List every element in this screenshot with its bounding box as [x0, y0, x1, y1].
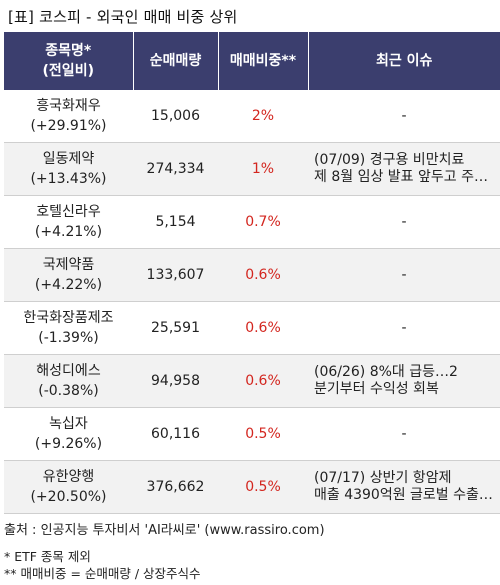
table-row: 일동제약 (+13.43%) 274,334 1% (07/09) 경구용 비만…	[4, 142, 500, 196]
header-name-line1: 종목명*	[45, 43, 92, 59]
stock-change: (-1.39%)	[38, 330, 99, 346]
trade-ratio: 0.5%	[218, 407, 308, 461]
stock-name-cell: 국제약품 (+4.22%)	[4, 248, 133, 302]
issue-line-1: (07/09) 경구용 비만치료	[314, 152, 465, 168]
stock-change: (-0.38%)	[38, 383, 99, 399]
header-name-line2: (전일비)	[42, 63, 94, 79]
stock-name-cell: 흥국화재우 (+29.91%)	[4, 90, 133, 143]
issue-line-2: 제 8월 임상 발표 앞두고 주…	[314, 169, 488, 185]
recent-issue: -	[308, 90, 500, 143]
issue-line-1: (07/17) 상반기 항암제	[314, 470, 452, 486]
header-name: 종목명* (전일비)	[4, 32, 133, 90]
table-title: [표] 코스피 - 외국인 매매 비중 상위	[8, 8, 238, 26]
stock-change: (+13.43%)	[30, 171, 107, 187]
table-row: 녹십자 (+9.26%) 60,116 0.5% -	[4, 407, 500, 461]
issue-line-2: 분기부터 수익성 회복	[314, 381, 439, 397]
table-row: 해성디에스 (-0.38%) 94,958 0.6% (06/26) 8%대 급…	[4, 354, 500, 408]
recent-issue: -	[308, 301, 500, 355]
header-volume: 순매매량	[132, 32, 218, 90]
header-ratio: 매매비중**	[217, 32, 308, 90]
net-volume: 25,591	[133, 301, 218, 355]
table-row: 국제약품 (+4.22%) 133,607 0.6% -	[4, 248, 500, 302]
footnote-ratio: ** 매매비중 = 순매매량 / 상장주식수	[4, 566, 201, 581]
stock-name-cell: 일동제약 (+13.43%)	[4, 142, 133, 196]
stock-name-cell: 호텔신라우 (+4.21%)	[4, 195, 133, 249]
table-row: 흥국화재우 (+29.91%) 15,006 2% -	[4, 90, 500, 143]
net-volume: 274,334	[133, 142, 218, 196]
stock-change: (+4.22%)	[34, 277, 103, 293]
recent-issue: -	[308, 248, 500, 302]
trade-ratio: 2%	[218, 90, 308, 143]
table-row: 호텔신라우 (+4.21%) 5,154 0.7% -	[4, 195, 500, 249]
net-volume: 15,006	[133, 90, 218, 143]
recent-issue: -	[308, 195, 500, 249]
stock-name: 녹십자	[49, 416, 88, 432]
stock-name: 호텔신라우	[36, 204, 101, 220]
table-row: 한국화장품제조 (-1.39%) 25,591 0.6% -	[4, 301, 500, 355]
stock-name: 해성디에스	[36, 363, 101, 379]
header-issue: 최근 이슈	[307, 32, 500, 90]
net-volume: 60,116	[133, 407, 218, 461]
trade-ratio: 0.5%	[218, 460, 308, 514]
stock-change: (+29.91%)	[30, 118, 107, 134]
stock-name: 흥국화재우	[36, 98, 101, 114]
foreign-trading-table: 종목명* (전일비) 순매매량 매매비중** 최근 이슈 흥국화재우 (+29.…	[4, 32, 500, 514]
net-volume: 133,607	[133, 248, 218, 302]
source-credit: 출처 : 인공지능 투자비서 'AI라씨로' (www.rassiro.com)	[4, 523, 325, 538]
trade-ratio: 0.6%	[218, 301, 308, 355]
recent-issue: (07/17) 상반기 항암제 매출 4390억원 글로벌 수출…	[308, 460, 500, 514]
recent-issue: (07/09) 경구용 비만치료 제 8월 임상 발표 앞두고 주…	[308, 142, 500, 196]
issue-line-1: (06/26) 8%대 급등…2	[314, 364, 458, 380]
recent-issue: (06/26) 8%대 급등…2 분기부터 수익성 회복	[308, 354, 500, 408]
net-volume: 94,958	[133, 354, 218, 408]
footnote-etf: * ETF 종목 제외	[4, 549, 91, 564]
stock-name: 국제약품	[42, 257, 95, 273]
stock-change: (+4.21%)	[34, 224, 103, 240]
trade-ratio: 0.6%	[218, 354, 308, 408]
recent-issue: -	[308, 407, 500, 461]
trade-ratio: 0.6%	[218, 248, 308, 302]
stock-change: (+9.26%)	[34, 436, 103, 452]
stock-name: 유한양행	[42, 469, 95, 485]
stock-name-cell: 한국화장품제조 (-1.39%)	[4, 301, 133, 355]
stock-name: 한국화장품제조	[23, 310, 114, 326]
stock-change: (+20.50%)	[30, 489, 107, 505]
issue-line-2: 매출 4390억원 글로벌 수출…	[314, 487, 493, 503]
stock-name: 일동제약	[42, 151, 95, 167]
stock-name-cell: 유한양행 (+20.50%)	[4, 460, 133, 514]
net-volume: 376,662	[133, 460, 218, 514]
stock-name-cell: 녹십자 (+9.26%)	[4, 407, 133, 461]
table-header-row: 종목명* (전일비) 순매매량 매매비중** 최근 이슈	[4, 32, 500, 90]
trade-ratio: 1%	[218, 142, 308, 196]
table-row: 유한양행 (+20.50%) 376,662 0.5% (07/17) 상반기 …	[4, 460, 500, 514]
stock-name-cell: 해성디에스 (-0.38%)	[4, 354, 133, 408]
trade-ratio: 0.7%	[218, 195, 308, 249]
net-volume: 5,154	[133, 195, 218, 249]
